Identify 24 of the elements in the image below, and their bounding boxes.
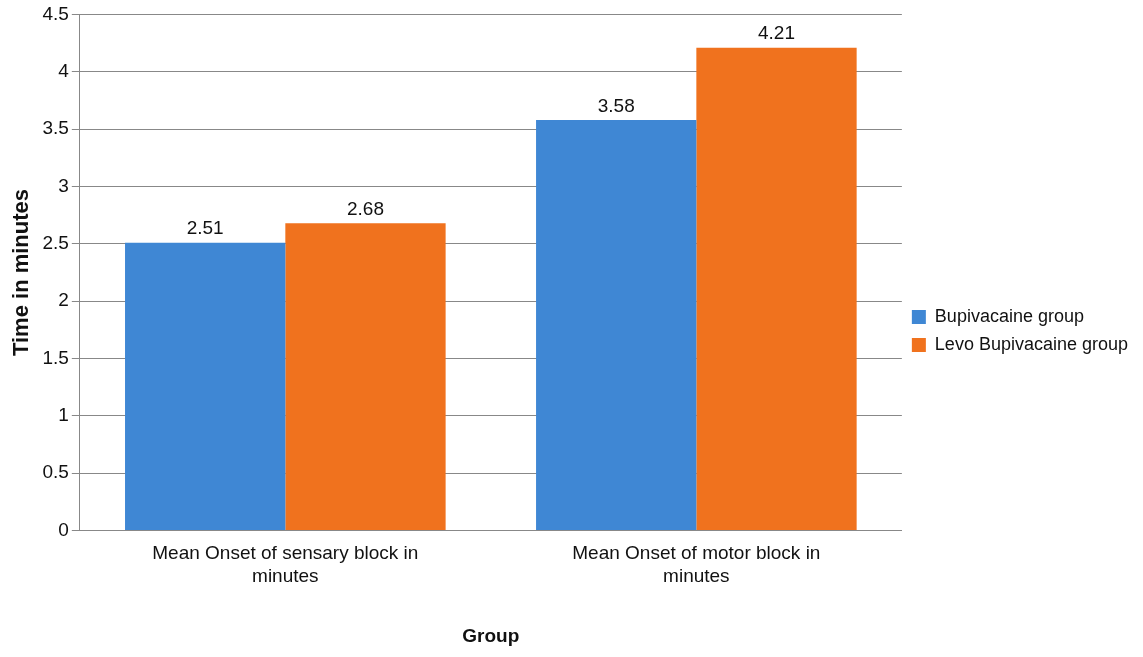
legend-label: Bupivacaine group: [934, 305, 1084, 326]
data-label: 4.21: [758, 22, 795, 44]
x-tick-label: Mean Onset of motor block in minutes: [572, 542, 821, 587]
bar: [125, 242, 286, 531]
y-tick-label: 1.5: [42, 346, 69, 368]
data-label: 3.58: [597, 94, 635, 116]
y-tick-label: 0.5: [42, 461, 69, 483]
y-axis-title: Time in minutes: [8, 188, 34, 357]
y-tick-label: 0: [58, 518, 69, 540]
y-tick-label: 4: [58, 59, 70, 81]
bar: [696, 47, 857, 531]
x-tick-label: Mean Onset of sensary block in minutes: [152, 542, 419, 587]
bar: [536, 119, 697, 531]
y-tick-label: 2: [58, 289, 69, 311]
legend-label: Levo Bupivacaine group: [934, 333, 1128, 354]
y-tick-label: 1: [58, 404, 69, 426]
y-tick-label: 3: [58, 174, 69, 196]
data-label: 2.51: [186, 217, 224, 239]
bar: [285, 223, 446, 531]
y-tick-label: 2.5: [42, 232, 69, 254]
y-tick-label: 4.5: [42, 2, 69, 24]
x-axis-title: Group: [462, 624, 520, 646]
data-label: 2.68: [346, 197, 384, 219]
y-tick-label: 3.5: [42, 117, 69, 139]
